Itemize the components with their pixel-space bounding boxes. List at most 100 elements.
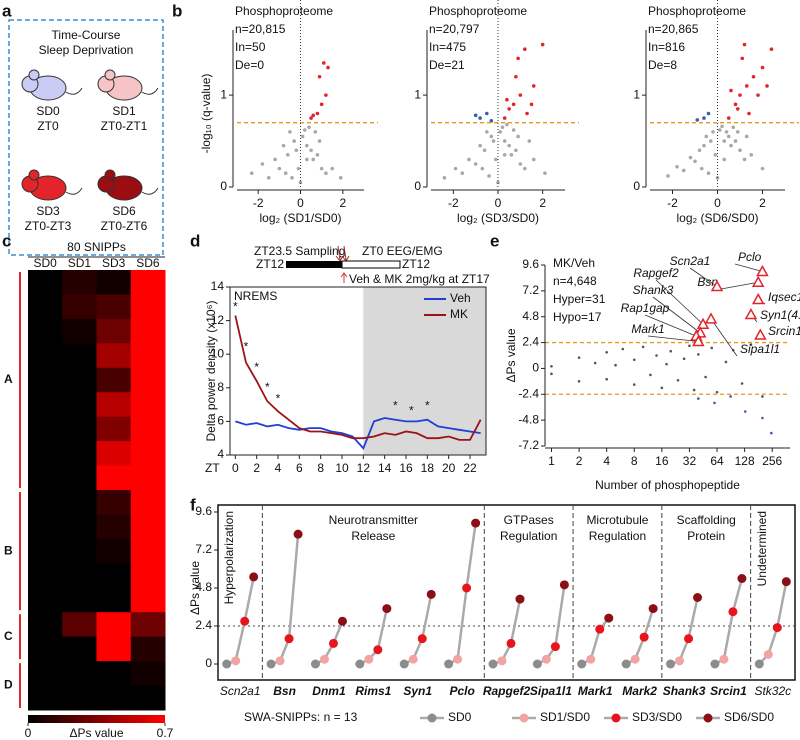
data-point (726, 116, 731, 120)
data-point (473, 113, 478, 118)
data-point (577, 659, 587, 669)
y-tick-label: 1 (220, 87, 227, 101)
data-point (426, 589, 436, 599)
data-point (740, 382, 744, 385)
legend-label: SD3/SD0 (632, 710, 682, 724)
data-point (688, 155, 693, 160)
data-point (249, 572, 259, 582)
heatmap-cell (28, 587, 63, 613)
label-arrow (720, 281, 759, 290)
data-point (460, 171, 465, 176)
panel-label: e (490, 231, 499, 250)
data-point (688, 344, 691, 348)
heatmap-cell (62, 636, 97, 662)
data-point (550, 364, 553, 368)
count-label: n=4,648 (553, 274, 597, 288)
data-point (531, 84, 536, 88)
data-point (529, 102, 534, 107)
heatmap-cell (62, 392, 97, 418)
x-tick-label: -2 (253, 196, 264, 210)
data-point (586, 654, 596, 664)
data-point (511, 102, 516, 107)
data-point (738, 148, 742, 153)
data-point (761, 395, 764, 398)
connector (758, 581, 788, 665)
highlight-label: Srcin1 (768, 324, 800, 338)
data-point (550, 372, 553, 376)
mouse (97, 169, 159, 201)
heatmap-cell (96, 587, 132, 613)
data-point (462, 583, 472, 593)
data-point (283, 171, 288, 176)
group-label: Release (351, 529, 395, 543)
data-point (417, 634, 427, 644)
x-tick-label: Dnm1 (312, 684, 346, 698)
data-point (726, 134, 731, 139)
data-point (328, 638, 338, 648)
y-tick-label: 12 (211, 313, 225, 327)
connector (359, 608, 389, 666)
annotation: * (254, 360, 259, 374)
heatmap-cell (62, 563, 97, 589)
data-point (692, 388, 696, 392)
x-tick-label: Mark2 (622, 684, 657, 698)
label-arrow (647, 335, 699, 342)
heatmap-cell (28, 612, 63, 638)
data-point (733, 102, 738, 107)
data-point (666, 174, 670, 178)
connector (492, 598, 522, 666)
mouse-ear (104, 69, 116, 81)
heatmap-cell (96, 490, 132, 515)
x-tick-label: 4 (275, 461, 282, 475)
y-tick-label: 1 (414, 87, 421, 101)
heatmap-cell (28, 392, 63, 418)
legend-swatch (519, 713, 529, 723)
label-arrow (734, 263, 763, 272)
heatmap-cell (28, 416, 63, 442)
legend-swatch (611, 713, 621, 723)
heatmap-cell (62, 661, 97, 687)
highlight-label: Bsn (697, 275, 718, 289)
schematic-text: ZT0 EEG/EMG (362, 244, 443, 258)
data-point (693, 593, 703, 602)
heatmap-cell (28, 367, 63, 393)
down-label: De=21 (429, 58, 465, 72)
heatmap-cell (130, 270, 166, 295)
arrow (340, 272, 348, 283)
connector (670, 597, 699, 666)
x-tick-label: -2 (448, 196, 459, 210)
legend-title: SWA-SNIPPs: n = 13 (244, 710, 358, 724)
data-point (702, 116, 706, 120)
y-tick-label: 0 (414, 179, 421, 193)
x-tick-label: 8 (317, 461, 324, 475)
down-label: De=0 (235, 58, 264, 72)
x-tick-label: 2 (253, 461, 260, 475)
x-tick-label: 20 (442, 461, 456, 475)
x-tick-label: 2 (759, 196, 766, 210)
connector (314, 620, 344, 666)
highlight-marker (692, 334, 705, 347)
up-label: In=50 (235, 40, 266, 54)
heatmap-cell (28, 465, 63, 491)
group-label: Undetermined (755, 511, 769, 586)
x-tick-label: Mark1 (578, 684, 613, 698)
data-point (525, 111, 529, 116)
y-tick-label: 14 (211, 279, 225, 293)
highlight-marker (756, 264, 769, 277)
diagram-frame (8, 19, 164, 256)
y-tick-label: 4.8 (522, 309, 539, 323)
mouse-tail (65, 187, 83, 195)
data-point (706, 171, 711, 176)
heatmap-cell (130, 318, 166, 344)
data-point (532, 659, 542, 669)
data-point (502, 153, 507, 157)
data-point (675, 164, 679, 169)
data-point (293, 529, 303, 539)
schematic-text: ZT12 (256, 257, 284, 271)
highlight-label: Scn2a1 (670, 254, 711, 268)
data-point (593, 361, 597, 365)
data-point (706, 111, 711, 116)
heatmap-cell (96, 343, 132, 369)
data-point (453, 166, 458, 171)
data-point (577, 356, 581, 359)
